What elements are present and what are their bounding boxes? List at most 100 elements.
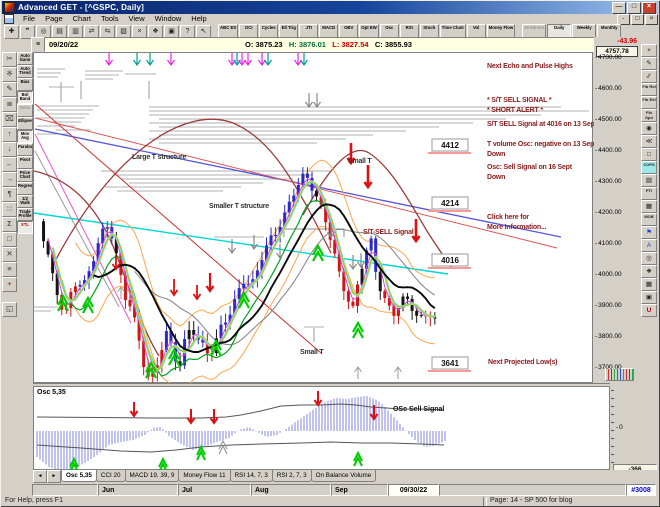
menu-tools[interactable]: Tools [100,14,119,23]
tab-cci-20[interactable]: CCI 20 [95,470,126,482]
study-button-bias[interactable]: Bias [17,78,33,91]
pin-tool-icon[interactable]: ✂ [2,52,17,67]
tab-scroll-right-button[interactable]: ► [47,470,61,483]
indicator-button-opt-ew[interactable]: Opt EW [359,23,379,40]
tab-rsi-2-7-3[interactable]: RSI 2, 7, 3 [271,470,312,482]
study-button-pivot[interactable]: Pivot [17,156,33,169]
timeline-date-box[interactable]: 09/30/22 [388,484,439,496]
study-button-ellipse[interactable]: Ellipse [17,117,33,130]
indicator-tabs: ◄ ► Osc 5,35 CCI 20 MACD 19, 39, 9 Money Flow… [33,470,658,483]
tab-macd-19-39-9[interactable]: MACD 19, 39, 9 [124,470,180,482]
timeline-month-jul[interactable]: Jul [178,484,251,496]
pencil-tool-icon[interactable]: ✎ [2,82,17,97]
fan-lines-icon[interactable]: ≪ [641,135,657,148]
timeline-month-sep[interactable]: Sep [331,484,388,496]
sum-tool-icon[interactable]: Σ [2,217,17,232]
page-ref-box[interactable]: #3008 [626,484,656,496]
close-pane-icon[interactable]: × [641,44,657,57]
scroll-right-icon[interactable]: → [2,172,17,187]
study-button-auto-trend[interactable]: Auto Trend [17,65,33,78]
window-title: Advanced GET - [^GSPC, Daily] [18,3,145,12]
study-button-parabolic[interactable]: Parabolic [17,143,33,156]
crosshair-tool-icon[interactable]: + [2,277,17,292]
pti-button[interactable]: PTI [641,187,657,200]
study-button-trade-profile[interactable]: Trade Profile [17,208,33,221]
tab-osc-5-35[interactable]: Osc 5,35 [61,470,97,482]
ratio-tool-icon[interactable]: ¶ [2,187,17,202]
pattern-tool-icon[interactable]: ▩ [641,278,657,291]
study-button-mov-avg[interactable]: Mov Avg [17,130,33,143]
pencil-draw-icon[interactable]: ✎ [641,57,657,70]
study-list-icon[interactable]: ≣ [2,97,17,112]
study-button-price-clust[interactable]: Price Clust [17,169,33,182]
copy-page-icon[interactable]: ▣ [641,291,657,304]
timeline-month-jun[interactable]: Jun [98,484,178,496]
child-minimize-button[interactable]: - [617,13,630,25]
paint-tool-icon[interactable]: ❖ [641,265,657,278]
chart-annotation: * S/T SELL SIGNAL * [487,97,552,104]
ellipse-tool-icon[interactable]: □ [641,148,657,161]
scroll-up-icon[interactable]: ↑ [2,127,17,142]
study-button-auto-gann[interactable]: Auto Gann [17,52,33,65]
flag-tool-icon[interactable]: ⚑ [641,226,657,239]
close-button[interactable]: × [642,1,656,14]
menu-bar: File Page Chart Tools View Window Help - □ × [2,13,658,25]
axis-tick-380000: 3800.00 [595,333,622,340]
study-button-1-2-walk[interactable]: 1/2 Walk [17,195,33,208]
delete-lines-icon[interactable]: ✕ [2,247,17,262]
child-restore-button[interactable]: □ [631,13,644,25]
tab-on-balance-volume[interactable]: On Balance Volume [310,470,377,482]
gann-wheel-icon[interactable]: ◉ [641,122,657,135]
fib-ext-button[interactable]: Fib Ext [641,96,657,109]
align-tool-icon[interactable]: ∷ [2,202,17,217]
lines-tool-icon[interactable]: ≡ [2,262,17,277]
snap-tool-icon[interactable]: ※ [2,67,17,82]
osc-axis-tick [611,446,614,447]
menu-page[interactable]: Page [45,14,63,23]
quote-close: 3855.93 [384,40,412,49]
more-info-link[interactable]: Click here for [487,214,530,221]
osc-axis-tick [611,438,614,439]
fib-ret-button[interactable]: Fib Ret [641,83,657,96]
undo-button[interactable]: U [641,304,657,317]
mob-button[interactable]: MOB [641,213,657,226]
tab-scroll-left-button[interactable]: ◄ [33,470,47,483]
tab-rsi-14-7-3[interactable]: RSI 14, 7, 3 [229,470,273,482]
oscillator-canvas[interactable]: OSc Sell Signal [34,387,611,471]
text-tool-button[interactable]: A [641,239,657,252]
send-window-icon[interactable]: ◱ [2,302,17,317]
pointer-icon[interactable]: ✚ [4,24,19,39]
menu-view[interactable]: View [128,14,145,23]
timeline-month-aug[interactable]: Aug [251,484,331,496]
more-info-link[interactable]: More Information... [487,224,547,231]
scroll-down-icon[interactable]: ↓ [2,142,17,157]
box-tool-icon[interactable]: □ [2,232,17,247]
tab-money-flow-11[interactable]: Money Flow 11 [178,470,231,482]
quote-icon[interactable]: ❞ [20,24,35,39]
grid-tool-icon[interactable]: ▦ [641,200,657,213]
erase-tool-icon[interactable]: ⌧ [2,112,17,127]
menu-help[interactable]: Help [191,14,207,23]
menu-file[interactable]: File [23,14,36,23]
menu-window[interactable]: Window [154,14,182,23]
zoom-tool-icon[interactable]: ◎ [641,252,657,265]
pane-splitter[interactable] [33,383,610,387]
oscillator-panel[interactable]: OSc Sell Signal Osc 5,35 [33,386,611,471]
fib-spd-button[interactable]: Fib Spd [641,109,657,122]
minimize-button[interactable]: — [612,1,626,14]
price-chart[interactable]: 4412 4214 4016 3641 Next Echo and Pulse High… [33,52,594,384]
study-button-xtl[interactable]: XTL [17,221,33,234]
child-close-button[interactable]: × [645,13,658,25]
main-chart-canvas[interactable]: 4412 4214 4016 3641 Next Echo and Pulse High… [34,53,594,384]
indicator-button-vol[interactable]: Vol [466,23,486,40]
document-icon[interactable] [4,14,14,24]
menu-chart[interactable]: Chart [72,14,91,23]
scroll-left-icon[interactable]: ← [2,157,17,172]
study-button-regression[interactable]: Regression [17,182,33,195]
trendline-icon[interactable]: ∕∕ [641,70,657,83]
maximize-button[interactable]: □ [627,1,641,14]
study-button-delta[interactable]: Delta [17,104,33,117]
shade-tool-icon[interactable]: ▨ [641,174,657,187]
study-button-bol-band[interactable]: Bol Band [17,91,33,104]
cops-button[interactable]: COPS [641,161,657,174]
